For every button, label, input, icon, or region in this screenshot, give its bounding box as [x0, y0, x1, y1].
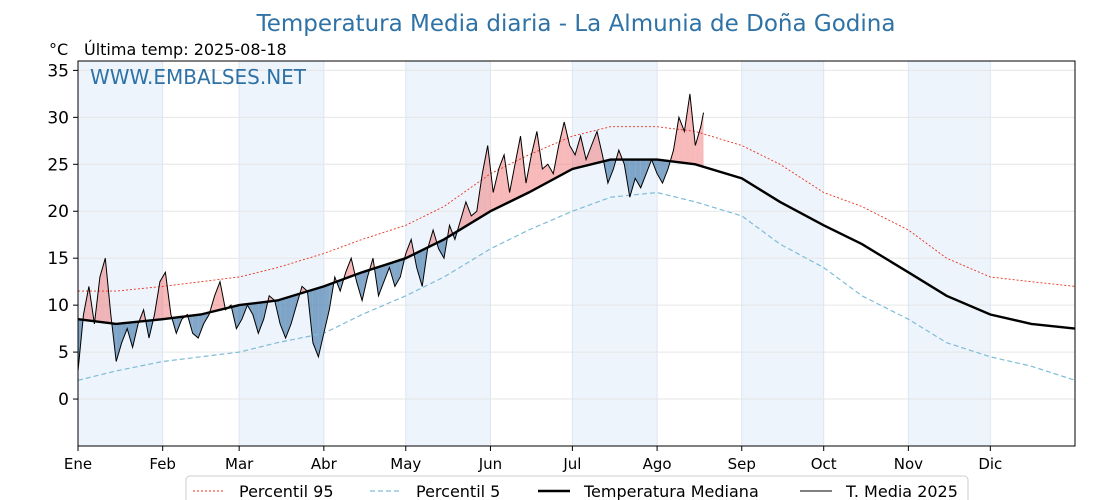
x-tick-label: May [390, 455, 421, 473]
legend-label-median: Temperatura Mediana [583, 482, 759, 500]
legend-label-p95: Percentil 95 [239, 482, 334, 500]
month-band-Jul [572, 61, 658, 446]
series-line-current [77, 93, 704, 371]
fill-below-median [629, 159, 636, 198]
fill-below-median [312, 288, 319, 357]
x-tick-label: Mar [225, 455, 254, 473]
y-tick-label: 0 [58, 390, 69, 410]
y-tick-label: 10 [47, 296, 69, 316]
x-axis-ticks: Ene Feb Mar Abr May Jun Jul Ago Sep Oct Nov Dic [64, 446, 1002, 473]
y-axis-ticks: 0 5 10 15 20 25 30 35 [47, 61, 78, 410]
fill-below-median [438, 239, 444, 259]
fill-above-median [460, 201, 466, 230]
fill-below-median [635, 159, 641, 188]
fill-below-median [258, 302, 264, 334]
fill-above-median [575, 136, 581, 169]
fill-above-median [700, 112, 704, 167]
fill-above-median [99, 258, 106, 323]
fill-above-median [493, 169, 499, 210]
fill-below-median [640, 159, 647, 188]
fill-above-median [542, 164, 548, 186]
fill-above-median [515, 136, 521, 200]
fill-above-median [586, 145, 592, 166]
fill-below-median [394, 260, 401, 287]
fill-above-median [591, 131, 597, 165]
month-band-Mar [239, 61, 324, 446]
month-band-Ene [78, 61, 163, 446]
y-tick-label: 25 [47, 155, 69, 175]
fill-below-median [285, 296, 292, 338]
fill-below-median [252, 302, 259, 334]
month-band-Sep [741, 61, 824, 446]
month-band-Nov [908, 61, 991, 446]
fill-below-median [378, 265, 384, 296]
plot-frame [77, 60, 1076, 447]
last-temp-label: Última temp: 2025-08-18 [84, 40, 287, 59]
y-tick-label: 5 [58, 343, 69, 363]
fill-below-median [416, 250, 423, 287]
fill-below-median [662, 160, 668, 184]
legend-label-current: T. Media 2025 [845, 482, 958, 500]
fill-below-median [198, 313, 204, 338]
fill-above-median [531, 131, 537, 191]
fill-above-median [465, 201, 472, 227]
fill-above-median [536, 131, 543, 189]
legend-label-p5: Percentil 5 [416, 482, 500, 500]
x-tick-label: Sep [728, 455, 756, 473]
legend-box [185, 475, 969, 500]
fill-below-median [291, 294, 297, 324]
y-tick-label: 15 [47, 249, 69, 269]
fill-above-median [214, 281, 220, 312]
fill-below-median [607, 159, 614, 184]
fill-below-median [280, 298, 286, 338]
y-tick-label: 20 [47, 202, 69, 222]
month-bands [78, 61, 991, 446]
fill-below-median [192, 314, 199, 338]
y-tick-label: 30 [47, 108, 69, 128]
x-tick-label: Ene [64, 455, 92, 473]
fill-above-median [569, 145, 576, 171]
fill-below-median [356, 272, 363, 301]
fill-above-median [684, 93, 690, 164]
fill-below-median [116, 323, 122, 362]
watermark: WWW.EMBALSES.NET [90, 65, 307, 89]
fill-above-median [487, 145, 494, 213]
fill-below-median [657, 159, 663, 184]
legend: Percentil 95 Percentil 5 Temperatura Media… [185, 475, 969, 500]
fill-above-median [526, 154, 532, 194]
fill-below-median [318, 286, 324, 357]
x-tick-label: Dic [978, 455, 1002, 473]
fill-below-median [323, 284, 330, 334]
chart-title: Temperatura Media diaria - La Almunia de… [256, 11, 896, 37]
unit-label: °C [49, 40, 68, 59]
x-tick-label: Oct [811, 455, 837, 473]
fill-above-median [564, 122, 570, 174]
y-tick-label: 35 [47, 61, 69, 81]
series-line-median [77, 158, 1076, 330]
series-line-p5 [77, 191, 1076, 381]
series-lines [77, 93, 1076, 381]
fill-below-median [236, 304, 242, 329]
fill-above-median [345, 258, 352, 279]
x-tick-label: Nov [894, 455, 923, 473]
fill-above-median [159, 272, 166, 320]
x-tick-label: Abr [311, 455, 338, 473]
x-tick-label: Jul [562, 455, 581, 473]
fill-above-median [482, 145, 488, 217]
fill-above-median [558, 122, 565, 177]
fill-above-median [695, 126, 701, 166]
fill-below-median [121, 322, 128, 343]
x-tick-label: Ago [643, 455, 672, 473]
x-tick-label: Feb [149, 455, 176, 473]
x-tick-label: Jun [478, 455, 502, 473]
fill-above-median [547, 164, 554, 183]
